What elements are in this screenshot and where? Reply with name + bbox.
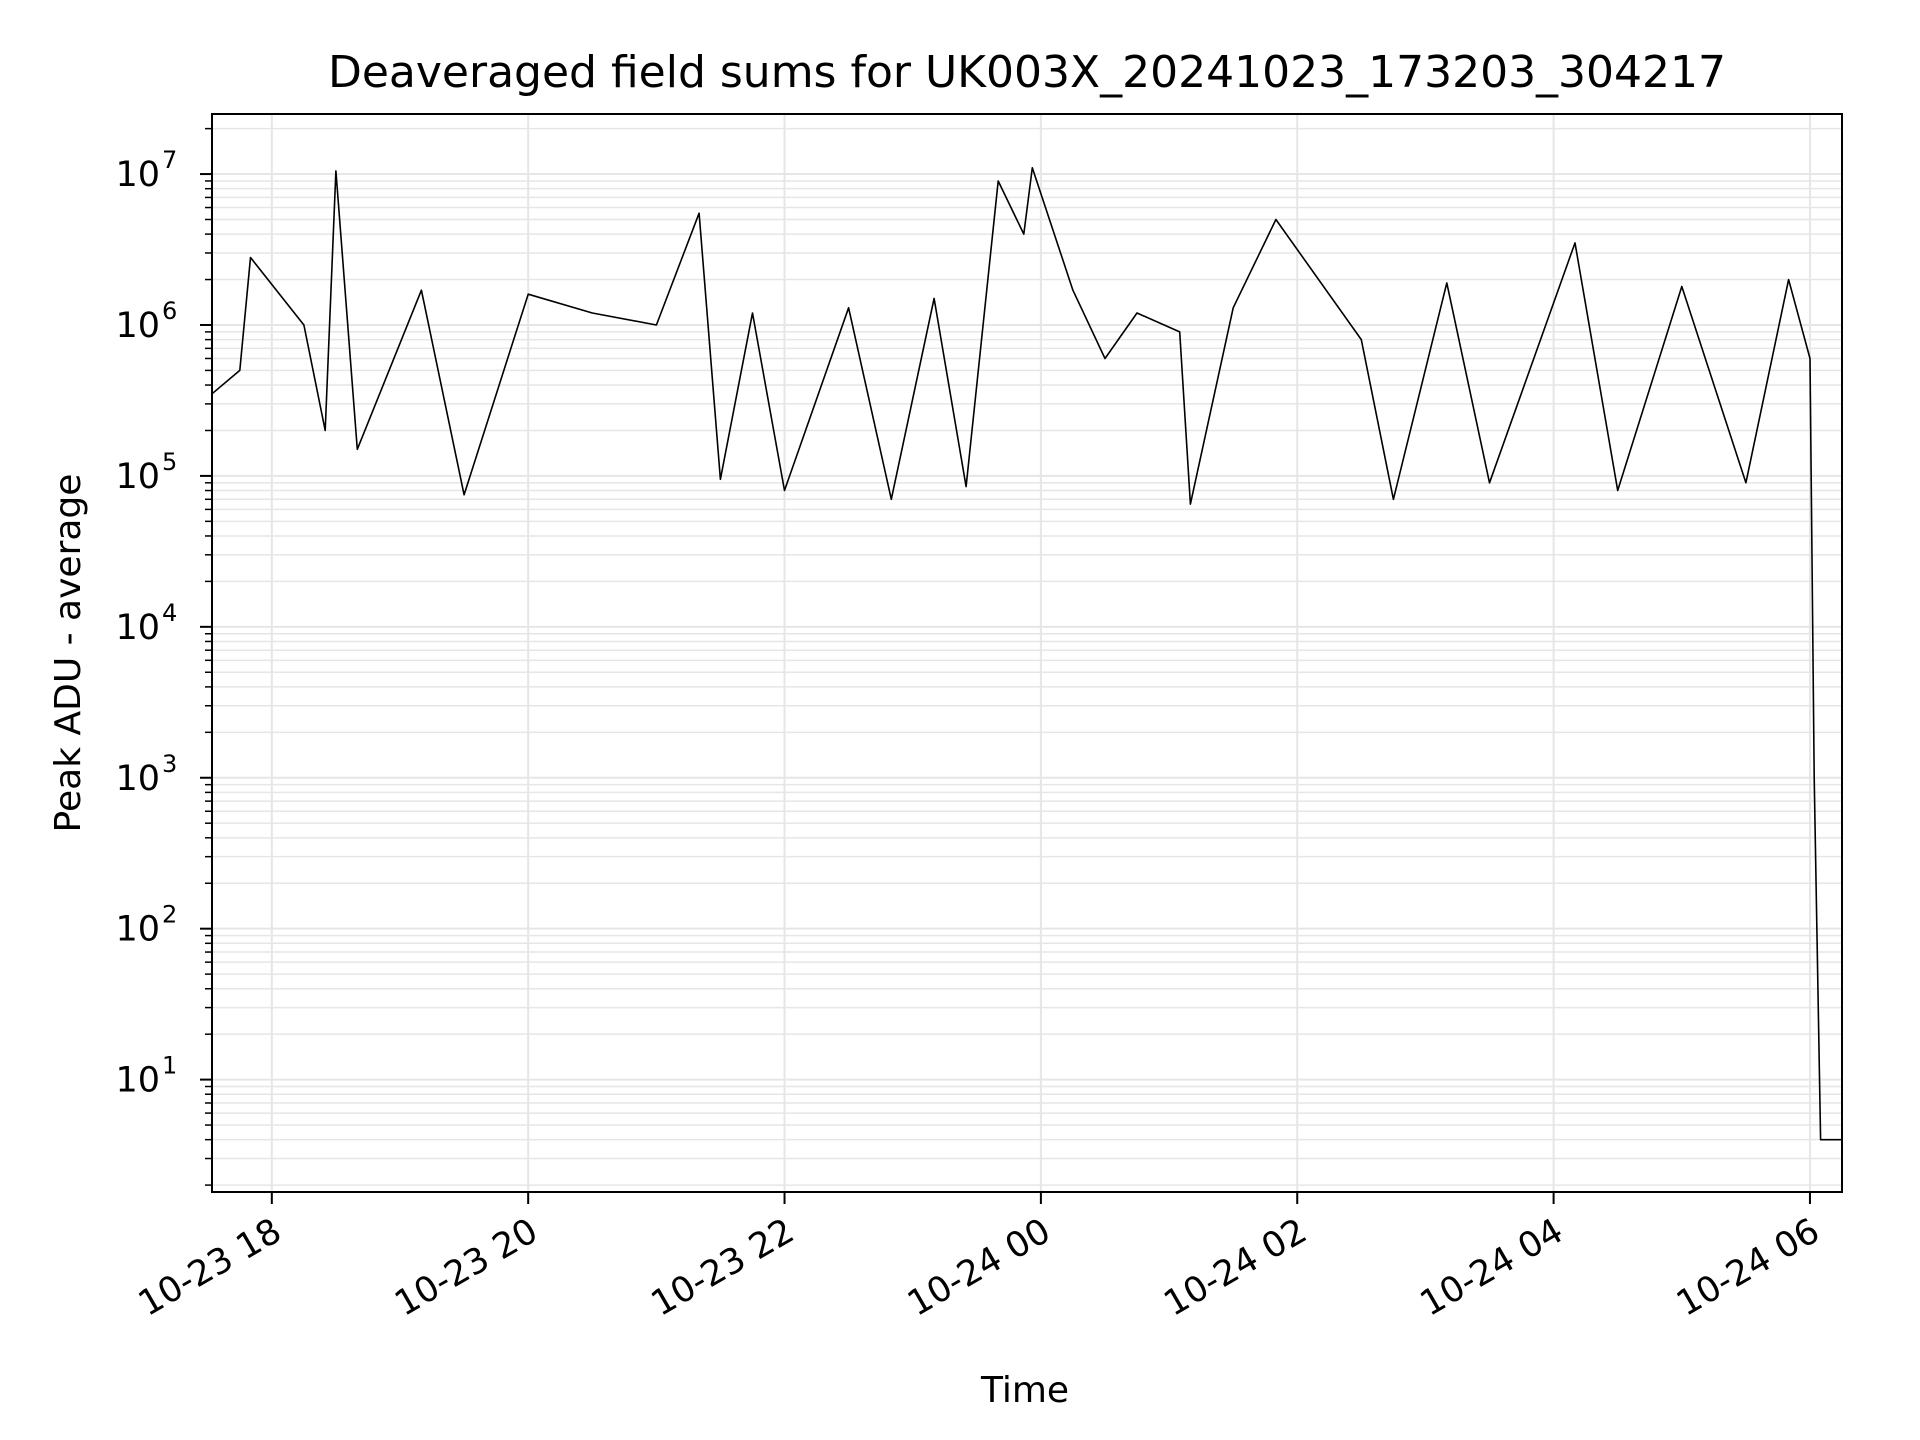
- y-tick-exponent: 7: [162, 146, 177, 174]
- y-tick-label: 10: [115, 910, 160, 950]
- plot-frame: [211, 113, 1843, 1193]
- data-line-layer: [211, 167, 1842, 1141]
- y-tick-exponent: 1: [162, 1052, 177, 1080]
- chart-title: Deaveraged field sums for UK003X_2024102…: [328, 47, 1726, 98]
- y-tick-exponent: 3: [162, 750, 177, 778]
- series-line: [211, 167, 1842, 1141]
- x-axis-label: Time: [980, 1370, 1069, 1411]
- y-tick-label: 10: [115, 608, 160, 648]
- y-tick-label: 10: [115, 155, 160, 195]
- y-tick-label: 10: [115, 759, 160, 799]
- y-tick-exponent: 2: [162, 901, 177, 929]
- y-axis-label: Peak ADU - average: [48, 474, 89, 833]
- y-tick-label: 10: [115, 1061, 160, 1101]
- y-tick-label: 10: [115, 457, 160, 497]
- y-tick-exponent: 4: [162, 599, 177, 627]
- grid: [212, 114, 1842, 1192]
- y-tick-exponent: 5: [162, 448, 177, 476]
- y-tick-exponent: 6: [162, 297, 177, 325]
- y-tick-label: 10: [115, 306, 160, 346]
